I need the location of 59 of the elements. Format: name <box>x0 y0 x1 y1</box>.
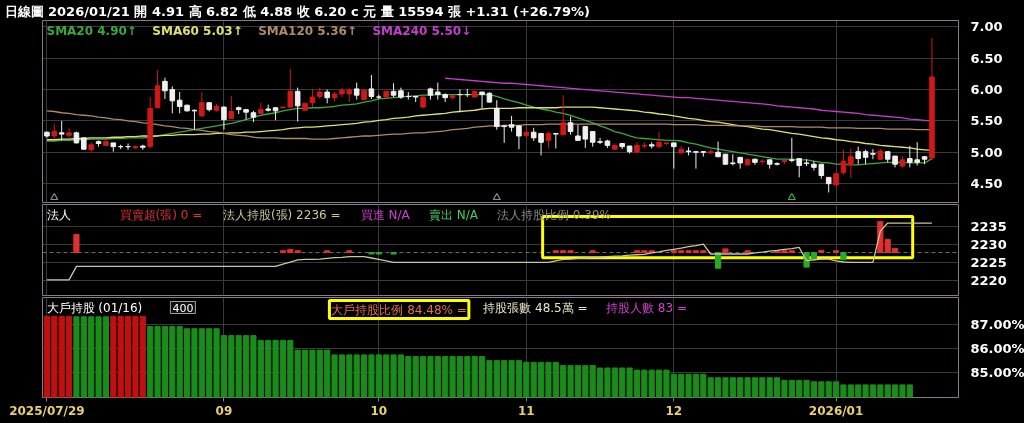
y-tick-label: 2230 <box>970 237 1007 253</box>
candlestick <box>58 120 65 141</box>
candlestick <box>309 88 316 108</box>
x-tick-label: 10 <box>370 403 388 418</box>
candlestick <box>516 124 522 150</box>
x-tick-label: 09 <box>215 403 233 418</box>
text: 買賣超(張) 0 = <box>119 207 203 222</box>
y-tick-label: 5.50 <box>970 113 1003 129</box>
text: SMA60 5.03↑ <box>152 23 243 38</box>
annotation: 法人持股比例 0.39% <box>497 207 611 222</box>
y-tick-label: 6.00 <box>970 82 1003 98</box>
chart-title: 日線圖 2026/01/21 開 4.91 高 6.82 低 4.88 收 6.20 c 元 量 15594 張 +1.31 (+26.79%) <box>4 4 590 19</box>
candlestick <box>294 87 301 123</box>
candlestick <box>479 91 485 109</box>
x-tick-label: 11 <box>517 403 535 418</box>
y-tick-label: 85.00% <box>970 365 1024 380</box>
candlestick <box>66 127 72 139</box>
y-tick-label: 2220 <box>970 273 1007 289</box>
y-tick-label: 2235 <box>970 218 1007 234</box>
annotation: 持股張數 48.5萬 = <box>483 300 588 315</box>
candlestick <box>154 69 161 109</box>
candlestick <box>368 74 375 100</box>
annotation: 持股人數 83 = <box>606 300 688 315</box>
candlestick <box>656 131 662 149</box>
y-tick-label: 2225 <box>970 255 1007 271</box>
annotation: 400 <box>172 301 194 315</box>
y-tick-label: 7.00 <box>970 19 1003 35</box>
annotation: 賣出 N/A <box>428 207 479 222</box>
text: SMA240 5.50↓ <box>372 23 472 38</box>
candlestick <box>567 116 574 136</box>
candlestick <box>715 141 721 158</box>
candlestick <box>671 142 677 170</box>
y-tick-label: 4.50 <box>970 176 1003 192</box>
candlestick <box>840 149 847 176</box>
y-tick-label: 87.00% <box>970 317 1024 333</box>
annotation: 買進 N/A <box>360 207 411 222</box>
text: SMA120 5.36↑ <box>258 23 357 38</box>
candlestick <box>553 132 559 150</box>
y-tick-label: 5.00 <box>970 144 1003 160</box>
candlestick <box>199 91 205 118</box>
x-tick-label: 2026/01 <box>808 403 864 418</box>
x-tick-label: 2025/07/29 <box>9 403 85 418</box>
bar <box>73 233 80 254</box>
y-tick-label: 6.50 <box>970 50 1003 66</box>
line-series <box>46 222 933 281</box>
candlestick <box>221 105 227 131</box>
candlestick <box>848 148 854 179</box>
text: SMA20 4.90↑ <box>46 23 137 38</box>
bar <box>840 252 847 261</box>
bar <box>722 248 729 254</box>
chart-title: 法人 <box>46 207 71 222</box>
chart-title: 大戶持股 (01/16) <box>46 300 143 315</box>
bar <box>818 249 825 254</box>
y-tick-label: 86.00% <box>970 341 1024 357</box>
x-tick-label: 12 <box>665 403 683 418</box>
text: 大戶持股比例 84.48% = <box>331 302 467 317</box>
candlestick <box>287 68 294 109</box>
candlestick <box>560 94 566 136</box>
text: 法人持股(張) 2236 = <box>222 207 341 222</box>
